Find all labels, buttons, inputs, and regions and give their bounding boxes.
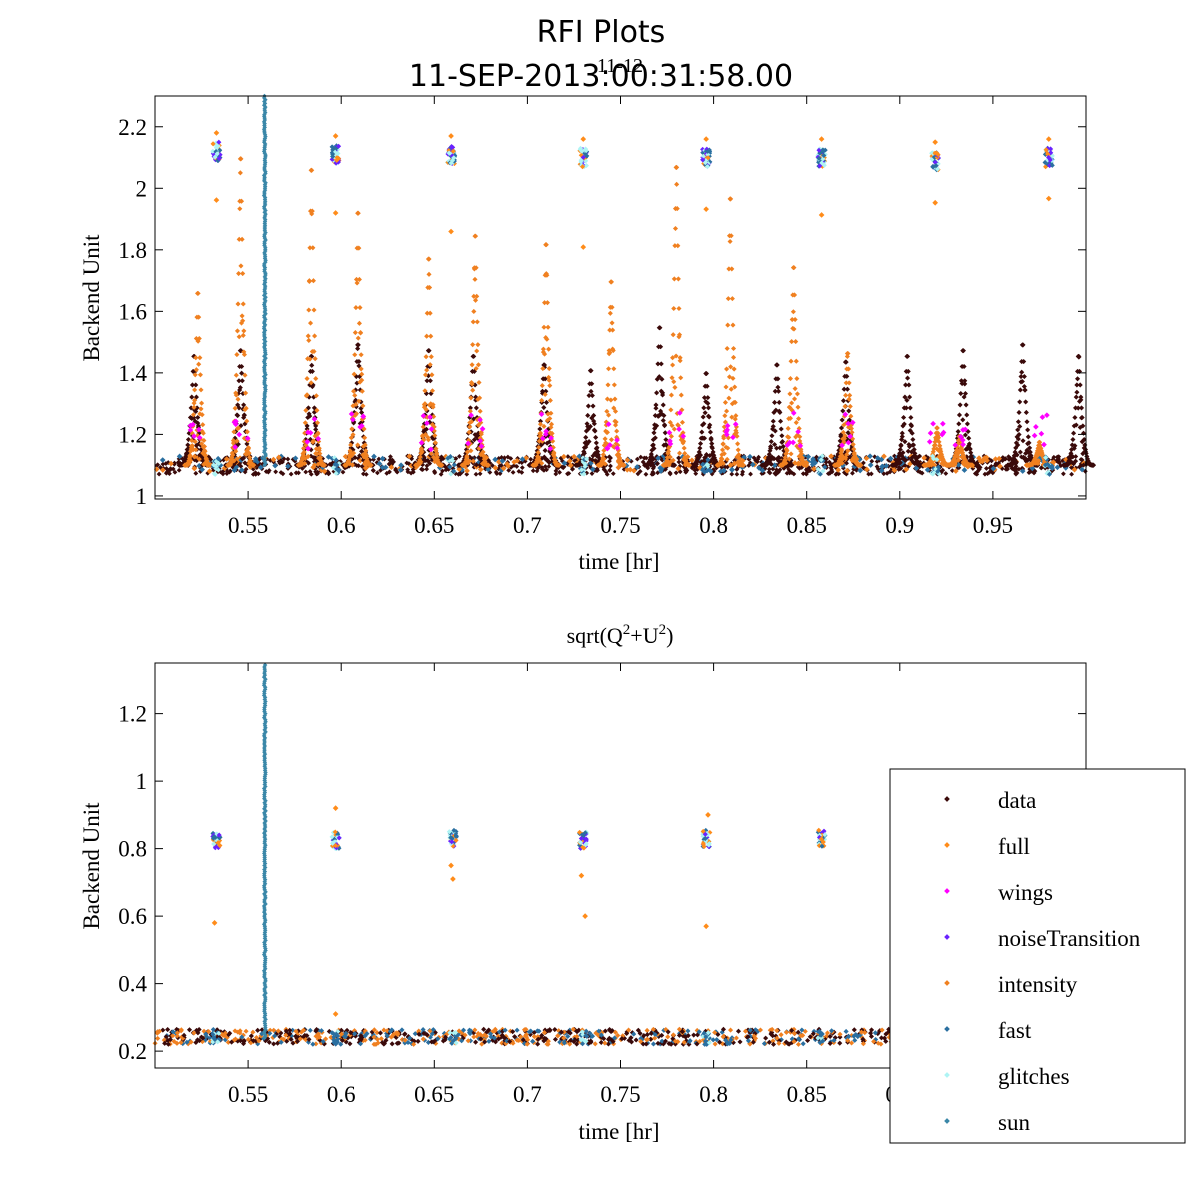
top-ytick-label: 1.8 [118, 238, 147, 263]
bottom-title-sup1: 2 [623, 622, 631, 638]
top-data-point [559, 464, 565, 470]
top-xtick-label: 0.7 [513, 513, 542, 538]
top-data-point [293, 470, 299, 476]
top-xtick-label: 0.85 [787, 513, 827, 538]
bottom-title-post: ) [666, 623, 673, 648]
bottom-title-mid: +U [630, 623, 658, 648]
bottom-plot-title: sqrt(Q2+U2) [567, 622, 674, 648]
top-data-point [489, 463, 495, 468]
top-plot: 0.55 0.6 0.65 0.7 0.75 0.8 0.85 0.9 0.95 1 1.2 1.4 1… [79, 93, 1096, 574]
top-ytick-label: 1.2 [118, 422, 147, 447]
top-data-point [193, 470, 199, 476]
top-xtick-label: 0.65 [414, 513, 454, 538]
overlay-label: 11-12 [597, 55, 643, 77]
top-xtick-label: 0.6 [327, 513, 356, 538]
top-data-point [789, 470, 794, 475]
top-data-point [634, 456, 640, 462]
top-ytick-label: 2 [136, 176, 148, 201]
top-ytick-label: 1.6 [118, 299, 147, 324]
top-data-point [638, 454, 644, 460]
top-xtick-label: 0.9 [885, 513, 914, 538]
figure-title: RFI Plots [537, 15, 666, 50]
top-ytick-label: 1 [136, 484, 148, 509]
top-ytick-label: 2.2 [118, 115, 147, 140]
top-data-point [360, 471, 366, 477]
bottom-title-sup2: 2 [659, 622, 667, 638]
top-data-point [424, 463, 430, 469]
top-data-point [850, 470, 855, 476]
top-plot-xlabel: time [hr] [578, 549, 659, 574]
top-data-point [740, 469, 746, 475]
top-ytick-label: 1.4 [118, 361, 147, 386]
bottom-title-pre: sqrt(Q [567, 623, 623, 648]
top-xtick-label: 0.55 [228, 513, 268, 538]
top-data-point [667, 470, 673, 476]
top-data-point [676, 455, 682, 461]
top-xtick-label: 0.95 [973, 513, 1013, 538]
top-data-point [650, 469, 656, 475]
top-plot-points [153, 93, 1096, 477]
top-data-point [506, 467, 512, 473]
top-data-point [693, 471, 699, 477]
top-xtick-label: 0.8 [699, 513, 728, 538]
top-plot-ylabel: Backend Unit [79, 234, 104, 362]
top-data-point [748, 471, 753, 477]
top-data-point [375, 470, 380, 476]
top-data-point [746, 463, 752, 468]
top-data-point [643, 455, 649, 461]
top-data-point [1005, 466, 1010, 472]
figure-timestamp: 11-SEP-2013:00:31:58.00 [409, 59, 793, 94]
top-data-point [635, 471, 641, 477]
top-data-point [528, 456, 534, 462]
top-data-point [530, 468, 536, 474]
top-data-point [1013, 467, 1019, 473]
top-data-point [1006, 454, 1011, 460]
top-data-point [608, 463, 613, 469]
top-data-point [420, 467, 426, 472]
top-data-point [544, 467, 549, 473]
top-data-point [405, 467, 411, 473]
top-data-point [949, 468, 955, 474]
top-data-point [473, 471, 479, 477]
top-data-point [943, 471, 949, 476]
top-data-point [155, 462, 161, 468]
top-xtick-label: 0.75 [600, 513, 640, 538]
